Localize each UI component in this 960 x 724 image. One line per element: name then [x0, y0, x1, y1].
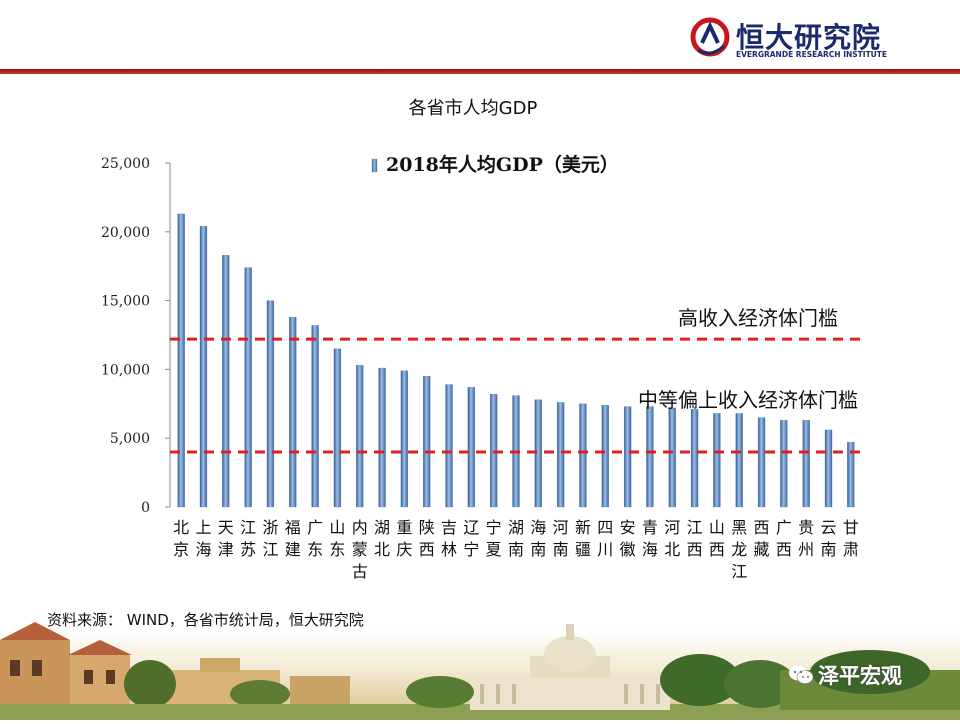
- bar-新疆: [579, 403, 587, 508]
- x-tick-label: 山西: [709, 518, 725, 559]
- x-tick-label: 新疆: [575, 518, 591, 559]
- bar-陕西: [423, 376, 431, 508]
- x-tick-label: 北京: [173, 518, 189, 559]
- logo: 恒大研究院 EVERGRANDE RESEARCH INSTITUTE: [690, 16, 890, 62]
- x-tick-label: 广西: [776, 518, 792, 559]
- bar-黑龙江: [735, 413, 743, 508]
- bar-四川: [601, 405, 609, 508]
- reference-line-label-2: 中等偏上收入经济体门槛: [638, 388, 858, 412]
- x-tick-label: 宁夏: [486, 518, 502, 559]
- x-tick-label: 贵州: [798, 518, 814, 559]
- y-tick-label: 20,000: [101, 225, 150, 241]
- evergrande-logo-icon: [690, 17, 730, 57]
- bar-浙江: [266, 300, 275, 508]
- y-tick-label: 0: [141, 500, 150, 516]
- x-tick-label: 福建: [285, 518, 301, 559]
- x-tick-label: 湖南: [508, 518, 524, 559]
- x-tick-label: 辽宁: [463, 518, 479, 559]
- x-tick-label: 重庆: [396, 518, 412, 559]
- x-tick-label: 江西: [687, 518, 703, 559]
- bar-河南: [556, 402, 565, 508]
- bar-北京: [177, 213, 185, 508]
- bar-青海: [646, 406, 654, 508]
- x-tick-label: 内蒙古: [352, 518, 368, 581]
- gdp-bar-chart: 0 5,000 10,000 15,000 20,000 25,000 北京上海天津江苏浙江…: [101, 153, 864, 581]
- bar-山东: [333, 348, 342, 508]
- x-tick-label: 西藏: [754, 518, 770, 559]
- x-tick-label: 河北: [664, 518, 680, 559]
- bar-贵州: [802, 420, 810, 508]
- x-tick-label: 海南: [530, 518, 546, 559]
- page-title: 各省市人均GDP: [408, 98, 538, 119]
- x-tick-label: 河南: [553, 518, 569, 559]
- bar-广西: [780, 420, 788, 508]
- x-tick-label: 吉林: [441, 518, 457, 559]
- bar-安徽: [623, 406, 632, 508]
- bar-湖北: [378, 367, 386, 508]
- x-tick-label: 天津: [218, 518, 234, 559]
- bar-广东: [311, 325, 319, 508]
- bar-江西: [690, 409, 699, 508]
- x-tick-label: 上海: [195, 518, 211, 559]
- wechat-icon: [789, 665, 814, 684]
- bar-辽宁: [467, 387, 476, 508]
- legend-swatch: [371, 158, 378, 173]
- reference-line-label-1: 高收入经济体门槛: [678, 306, 838, 330]
- logo-chinese-name: 恒大研究院: [736, 21, 882, 54]
- bar-河北: [668, 407, 676, 508]
- x-tick-label: 甘肃: [843, 518, 859, 559]
- x-tick-label: 湖北: [374, 518, 390, 559]
- logo-english-name: EVERGRANDE RESEARCH INSTITUTE: [736, 50, 888, 59]
- y-tick-label: 5,000: [110, 431, 150, 447]
- y-tick-label: 25,000: [101, 156, 150, 172]
- header-rule: [0, 69, 960, 74]
- x-tick-label: 云南: [821, 518, 837, 559]
- bar-云南: [824, 429, 833, 508]
- bar-江苏: [244, 267, 252, 508]
- x-tick-label: 广东: [307, 518, 323, 559]
- x-tick-label: 四川: [597, 518, 613, 559]
- bar-重庆: [400, 370, 409, 508]
- bar-西藏: [757, 417, 766, 508]
- x-tick-label: 江苏: [240, 518, 256, 559]
- x-tick-label: 黑龙江: [731, 518, 747, 581]
- x-tick-label: 青海: [642, 518, 658, 559]
- x-tick-label: 浙江: [262, 518, 278, 559]
- bar-内蒙古: [356, 365, 364, 508]
- y-tick-label: 15,000: [101, 294, 150, 310]
- bar-山西: [713, 413, 721, 508]
- x-tick-label: 陕西: [419, 518, 435, 559]
- x-tick-label: 安徽: [620, 518, 636, 559]
- bar-甘肃: [847, 442, 855, 508]
- bar-天津: [222, 255, 230, 508]
- bar-福建: [289, 316, 297, 508]
- watermark-text: 泽平宏观: [818, 664, 902, 688]
- source-note: 资料来源： WIND，各省市统计局，恒大研究院: [47, 611, 364, 629]
- bar-吉林: [445, 384, 453, 508]
- x-tick-label: 山东: [329, 518, 345, 559]
- y-tick-label: 10,000: [101, 362, 150, 378]
- legend-label: 2018年人均GDP（美元）: [386, 153, 619, 176]
- bar-上海: [199, 226, 208, 508]
- header: 恒大研究院 EVERGRANDE RESEARCH INSTITUTE: [0, 0, 960, 74]
